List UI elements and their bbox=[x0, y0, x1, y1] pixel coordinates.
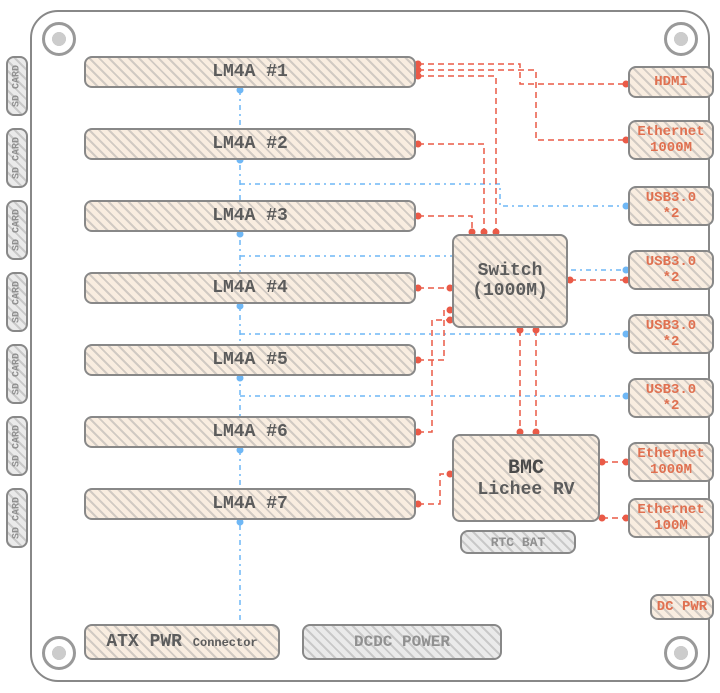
port-usb1: USB3.0*2 bbox=[628, 186, 714, 226]
port-label: Ethernet1000M bbox=[637, 446, 704, 478]
lm4a-3: LM4A #3 bbox=[84, 200, 416, 232]
sd-card-7: SD CARD bbox=[6, 488, 28, 548]
port-label: USB3.0*2 bbox=[646, 190, 696, 222]
port-label: USB3.0*2 bbox=[646, 254, 696, 286]
lm4a-6: LM4A #6 bbox=[84, 416, 416, 448]
screw-hole-1 bbox=[664, 22, 698, 56]
port-label: HDMI bbox=[654, 74, 688, 90]
switch-title: Switch bbox=[478, 261, 543, 281]
module-label: LM4A #4 bbox=[212, 278, 288, 298]
sd-label: SD CARD bbox=[12, 497, 23, 539]
sd-label: SD CARD bbox=[12, 65, 23, 107]
sd-label: SD CARD bbox=[12, 425, 23, 467]
sd-label: SD CARD bbox=[12, 353, 23, 395]
sd-label: SD CARD bbox=[12, 281, 23, 323]
module-label: LM4A #1 bbox=[212, 62, 288, 82]
sd-card-6: SD CARD bbox=[6, 416, 28, 476]
module-label: LM4A #5 bbox=[212, 350, 288, 370]
dcdc-label: DCDC POWER bbox=[354, 633, 450, 651]
lm4a-7: LM4A #7 bbox=[84, 488, 416, 520]
sd-card-4: SD CARD bbox=[6, 272, 28, 332]
bmc-subtitle: Lichee RV bbox=[477, 480, 574, 500]
screw-hole-3 bbox=[664, 636, 698, 670]
dcdc-power: DCDC POWER bbox=[302, 624, 502, 660]
port-label: DC PWR bbox=[657, 599, 707, 615]
sd-card-2: SD CARD bbox=[6, 128, 28, 188]
switch-block: Switch(1000M) bbox=[452, 234, 568, 328]
sd-label: SD CARD bbox=[12, 137, 23, 179]
port-usb4: USB3.0*2 bbox=[628, 378, 714, 418]
port-hdmi: HDMI bbox=[628, 66, 714, 98]
rtc-label: RTC BAT bbox=[491, 535, 546, 550]
rtc-battery: RTC BAT bbox=[460, 530, 576, 554]
port-label: Ethernet1000M bbox=[637, 124, 704, 156]
sd-card-5: SD CARD bbox=[6, 344, 28, 404]
port-label: Ethernet100M bbox=[637, 502, 704, 534]
screw-hole-2 bbox=[42, 636, 76, 670]
lm4a-5: LM4A #5 bbox=[84, 344, 416, 376]
lm4a-1: LM4A #1 bbox=[84, 56, 416, 88]
port-dcpwr: DC PWR bbox=[650, 594, 714, 620]
bmc-title: BMC bbox=[508, 457, 544, 480]
module-label: LM4A #2 bbox=[212, 134, 288, 154]
port-label: USB3.0*2 bbox=[646, 382, 696, 414]
sd-card-3: SD CARD bbox=[6, 200, 28, 260]
port-usb2: USB3.0*2 bbox=[628, 250, 714, 290]
port-usb3: USB3.0*2 bbox=[628, 314, 714, 354]
module-label: LM4A #3 bbox=[212, 206, 288, 226]
module-label: LM4A #6 bbox=[212, 422, 288, 442]
atx-power-connector: ATX PWR Connector bbox=[84, 624, 280, 660]
atx-label: ATX PWR Connector bbox=[106, 632, 257, 652]
port-eth3: Ethernet100M bbox=[628, 498, 714, 538]
bmc-block: BMCLichee RV bbox=[452, 434, 600, 522]
module-label: LM4A #7 bbox=[212, 494, 288, 514]
sd-label: SD CARD bbox=[12, 209, 23, 251]
switch-subtitle: (1000M) bbox=[472, 281, 548, 301]
screw-hole-0 bbox=[42, 22, 76, 56]
lm4a-2: LM4A #2 bbox=[84, 128, 416, 160]
port-eth2: Ethernet1000M bbox=[628, 442, 714, 482]
port-label: USB3.0*2 bbox=[646, 318, 696, 350]
port-eth1: Ethernet1000M bbox=[628, 120, 714, 160]
sd-card-1: SD CARD bbox=[6, 56, 28, 116]
lm4a-4: LM4A #4 bbox=[84, 272, 416, 304]
